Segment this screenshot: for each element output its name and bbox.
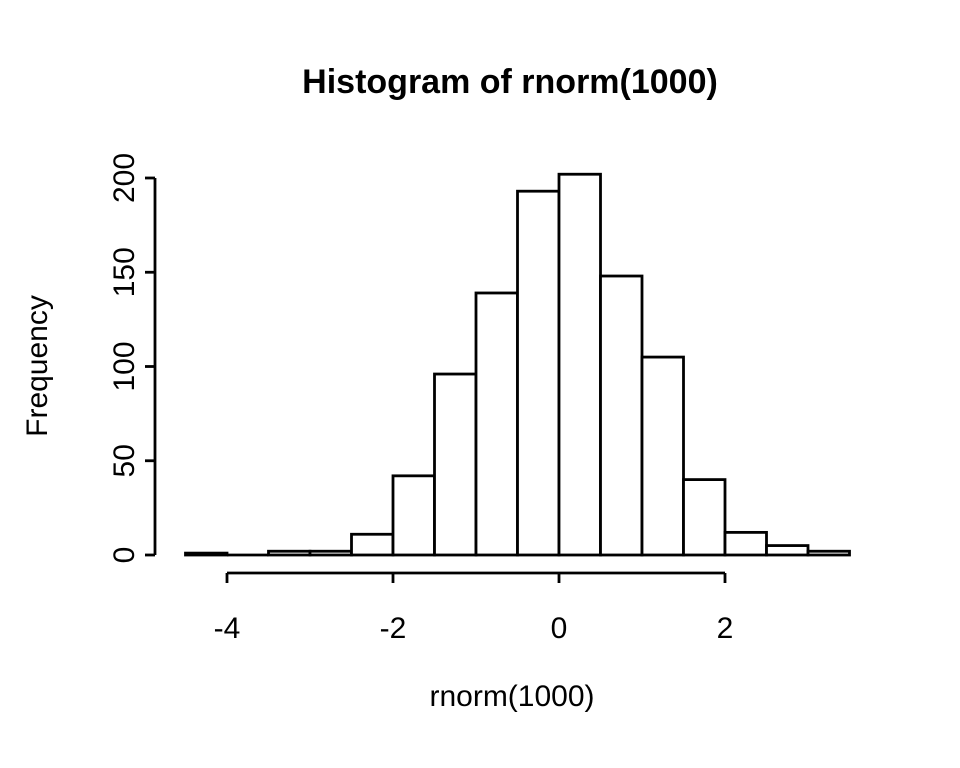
axes: 0 50 100 150 200 -4 -2 0 2 bbox=[108, 153, 733, 645]
x-tick-label: 2 bbox=[717, 612, 734, 645]
x-tick-label: -2 bbox=[380, 612, 407, 645]
y-tick-label: 50 bbox=[108, 444, 141, 477]
histogram-bar bbox=[557, 172, 602, 557]
histogram-bar bbox=[723, 530, 768, 557]
y-axis-label: Frequency bbox=[21, 295, 54, 437]
x-tick-label: 0 bbox=[551, 612, 568, 645]
y-tick-label: 0 bbox=[108, 547, 141, 564]
histogram-bar bbox=[806, 549, 851, 557]
histogram-bar bbox=[391, 474, 436, 557]
histogram-bars bbox=[184, 172, 851, 557]
histogram-bar bbox=[308, 549, 353, 557]
chart-title: Histogram of rnorm(1000) bbox=[302, 63, 718, 101]
x-tick-label: -4 bbox=[214, 612, 241, 645]
y-tick-label: 200 bbox=[108, 153, 141, 203]
histogram-bar bbox=[474, 291, 519, 557]
histogram-bar bbox=[516, 189, 561, 557]
y-tick-label: 100 bbox=[108, 341, 141, 391]
histogram-bar bbox=[640, 355, 685, 557]
histogram-bar bbox=[682, 478, 727, 557]
histogram-bar bbox=[350, 532, 395, 557]
x-axis-label: rnorm(1000) bbox=[429, 680, 594, 713]
histogram-bar bbox=[765, 544, 810, 557]
y-tick-label: 150 bbox=[108, 247, 141, 297]
histogram-bar bbox=[433, 372, 478, 557]
histogram-bar bbox=[184, 551, 229, 557]
histogram-bar bbox=[599, 274, 644, 557]
histogram-bar bbox=[267, 549, 312, 557]
